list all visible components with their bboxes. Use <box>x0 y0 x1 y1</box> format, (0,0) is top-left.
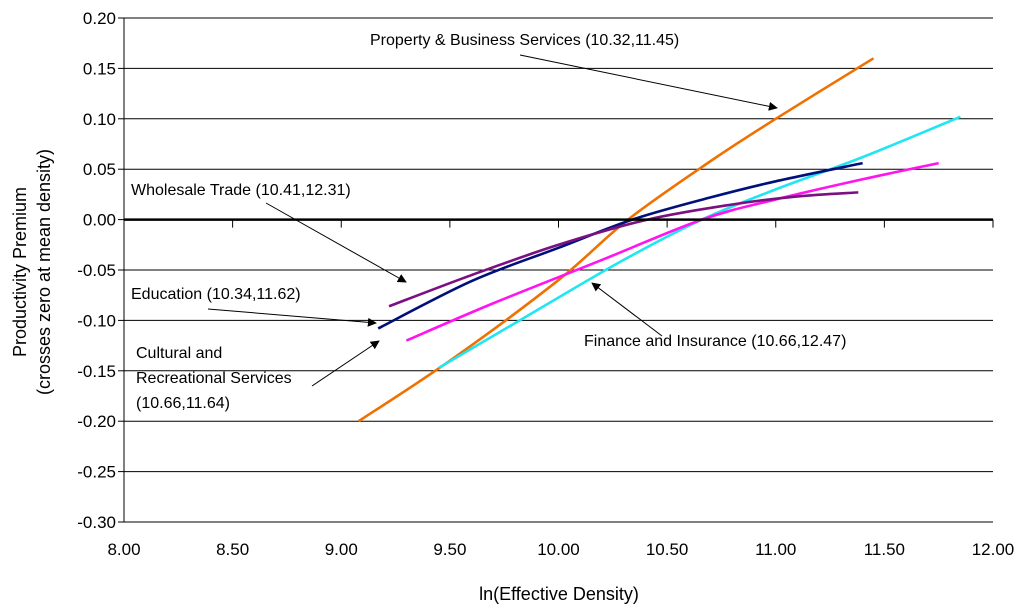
series-line-education <box>377 161 863 330</box>
y-tick-label-4: 0.00 <box>83 211 116 230</box>
y-axis-title-line-1: Productivity Premium <box>10 187 30 357</box>
annotations: Property & Business Services (10.32,11.4… <box>131 32 846 412</box>
x-tick-label-1: 8.50 <box>216 540 249 559</box>
tick-labels: 0.20 0.15 0.10 0.05 0.00 -0.05 -0.10 -0.15 -0.20… <box>77 9 1014 559</box>
series-lines <box>357 57 961 423</box>
annotation-arrow-1 <box>265 202 407 283</box>
x-tick-label-2: 9.00 <box>325 540 358 559</box>
y-tick-label-6: -0.10 <box>77 311 116 330</box>
annotation-arrow-0 <box>519 54 778 111</box>
y-tick-label-8: -0.20 <box>77 412 116 431</box>
x-tick-label-7: 11.50 <box>864 540 905 559</box>
x-tick-label-5: 10.50 <box>646 540 689 559</box>
annotation-1-line-0: Wholesale Trade (10.41,12.31) <box>131 182 351 199</box>
y-tick-label-10: -0.30 <box>77 513 116 532</box>
annotation-arrow-3 <box>311 340 380 387</box>
series-line-finance-and-insurance <box>438 115 961 369</box>
y-axis-title: Productivity Premium (crosses zero at me… <box>10 149 54 395</box>
series-line-cultural-and-recreational-services <box>405 161 939 342</box>
y-tick-label-0: 0.20 <box>83 9 116 28</box>
x-tick-label-8: 12.00 <box>972 540 1015 559</box>
annotation-0-line-0: Property & Business Services (10.32,11.4… <box>370 32 679 49</box>
axes <box>118 17 994 523</box>
annotation-2-line-0: Education (10.34,11.62) <box>131 286 301 303</box>
annotation-arrow-4 <box>591 282 663 337</box>
y-tick-label-7: -0.15 <box>77 362 116 381</box>
y-tick-label-5: -0.05 <box>77 261 116 280</box>
x-tick-label-3: 9.50 <box>433 540 466 559</box>
y-tick-label-1: 0.15 <box>83 59 116 78</box>
annotation-3-line-1: Recreational Services <box>136 370 292 387</box>
x-tick-label-0: 8.00 <box>107 540 140 559</box>
y-tick-label-2: 0.10 <box>83 110 116 129</box>
y-axis-title-line-2: (crosses zero at mean density) <box>34 149 54 395</box>
annotation-4-line-0: Finance and Insurance (10.66,12.47) <box>584 333 846 350</box>
annotation-2: Education (10.34,11.62) <box>131 286 377 327</box>
annotation-3: Cultural and Recreational Services (10.66,… <box>136 340 380 412</box>
annotation-3-line-0: Cultural and <box>136 345 222 362</box>
x-tick-label-4: 10.00 <box>537 540 580 559</box>
annotation-arrow-2 <box>207 308 377 327</box>
annotation-0: Property & Business Services (10.32,11.4… <box>370 32 778 111</box>
y-tick-label-3: 0.05 <box>83 160 116 179</box>
annotation-4: Finance and Insurance (10.66,12.47) <box>584 282 846 350</box>
y-tick-label-9: -0.25 <box>77 463 116 482</box>
annotation-3-line-2: (10.66,11.64) <box>136 395 230 412</box>
annotation-1: Wholesale Trade (10.41,12.31) <box>131 182 407 283</box>
gridlines <box>124 17 993 473</box>
series-line-wholesale-trade <box>388 191 859 308</box>
series-line-property-business-services <box>357 57 875 423</box>
x-axis-title: ln(Effective Density) <box>479 584 639 604</box>
x-tick-label-6: 11.00 <box>755 540 796 559</box>
